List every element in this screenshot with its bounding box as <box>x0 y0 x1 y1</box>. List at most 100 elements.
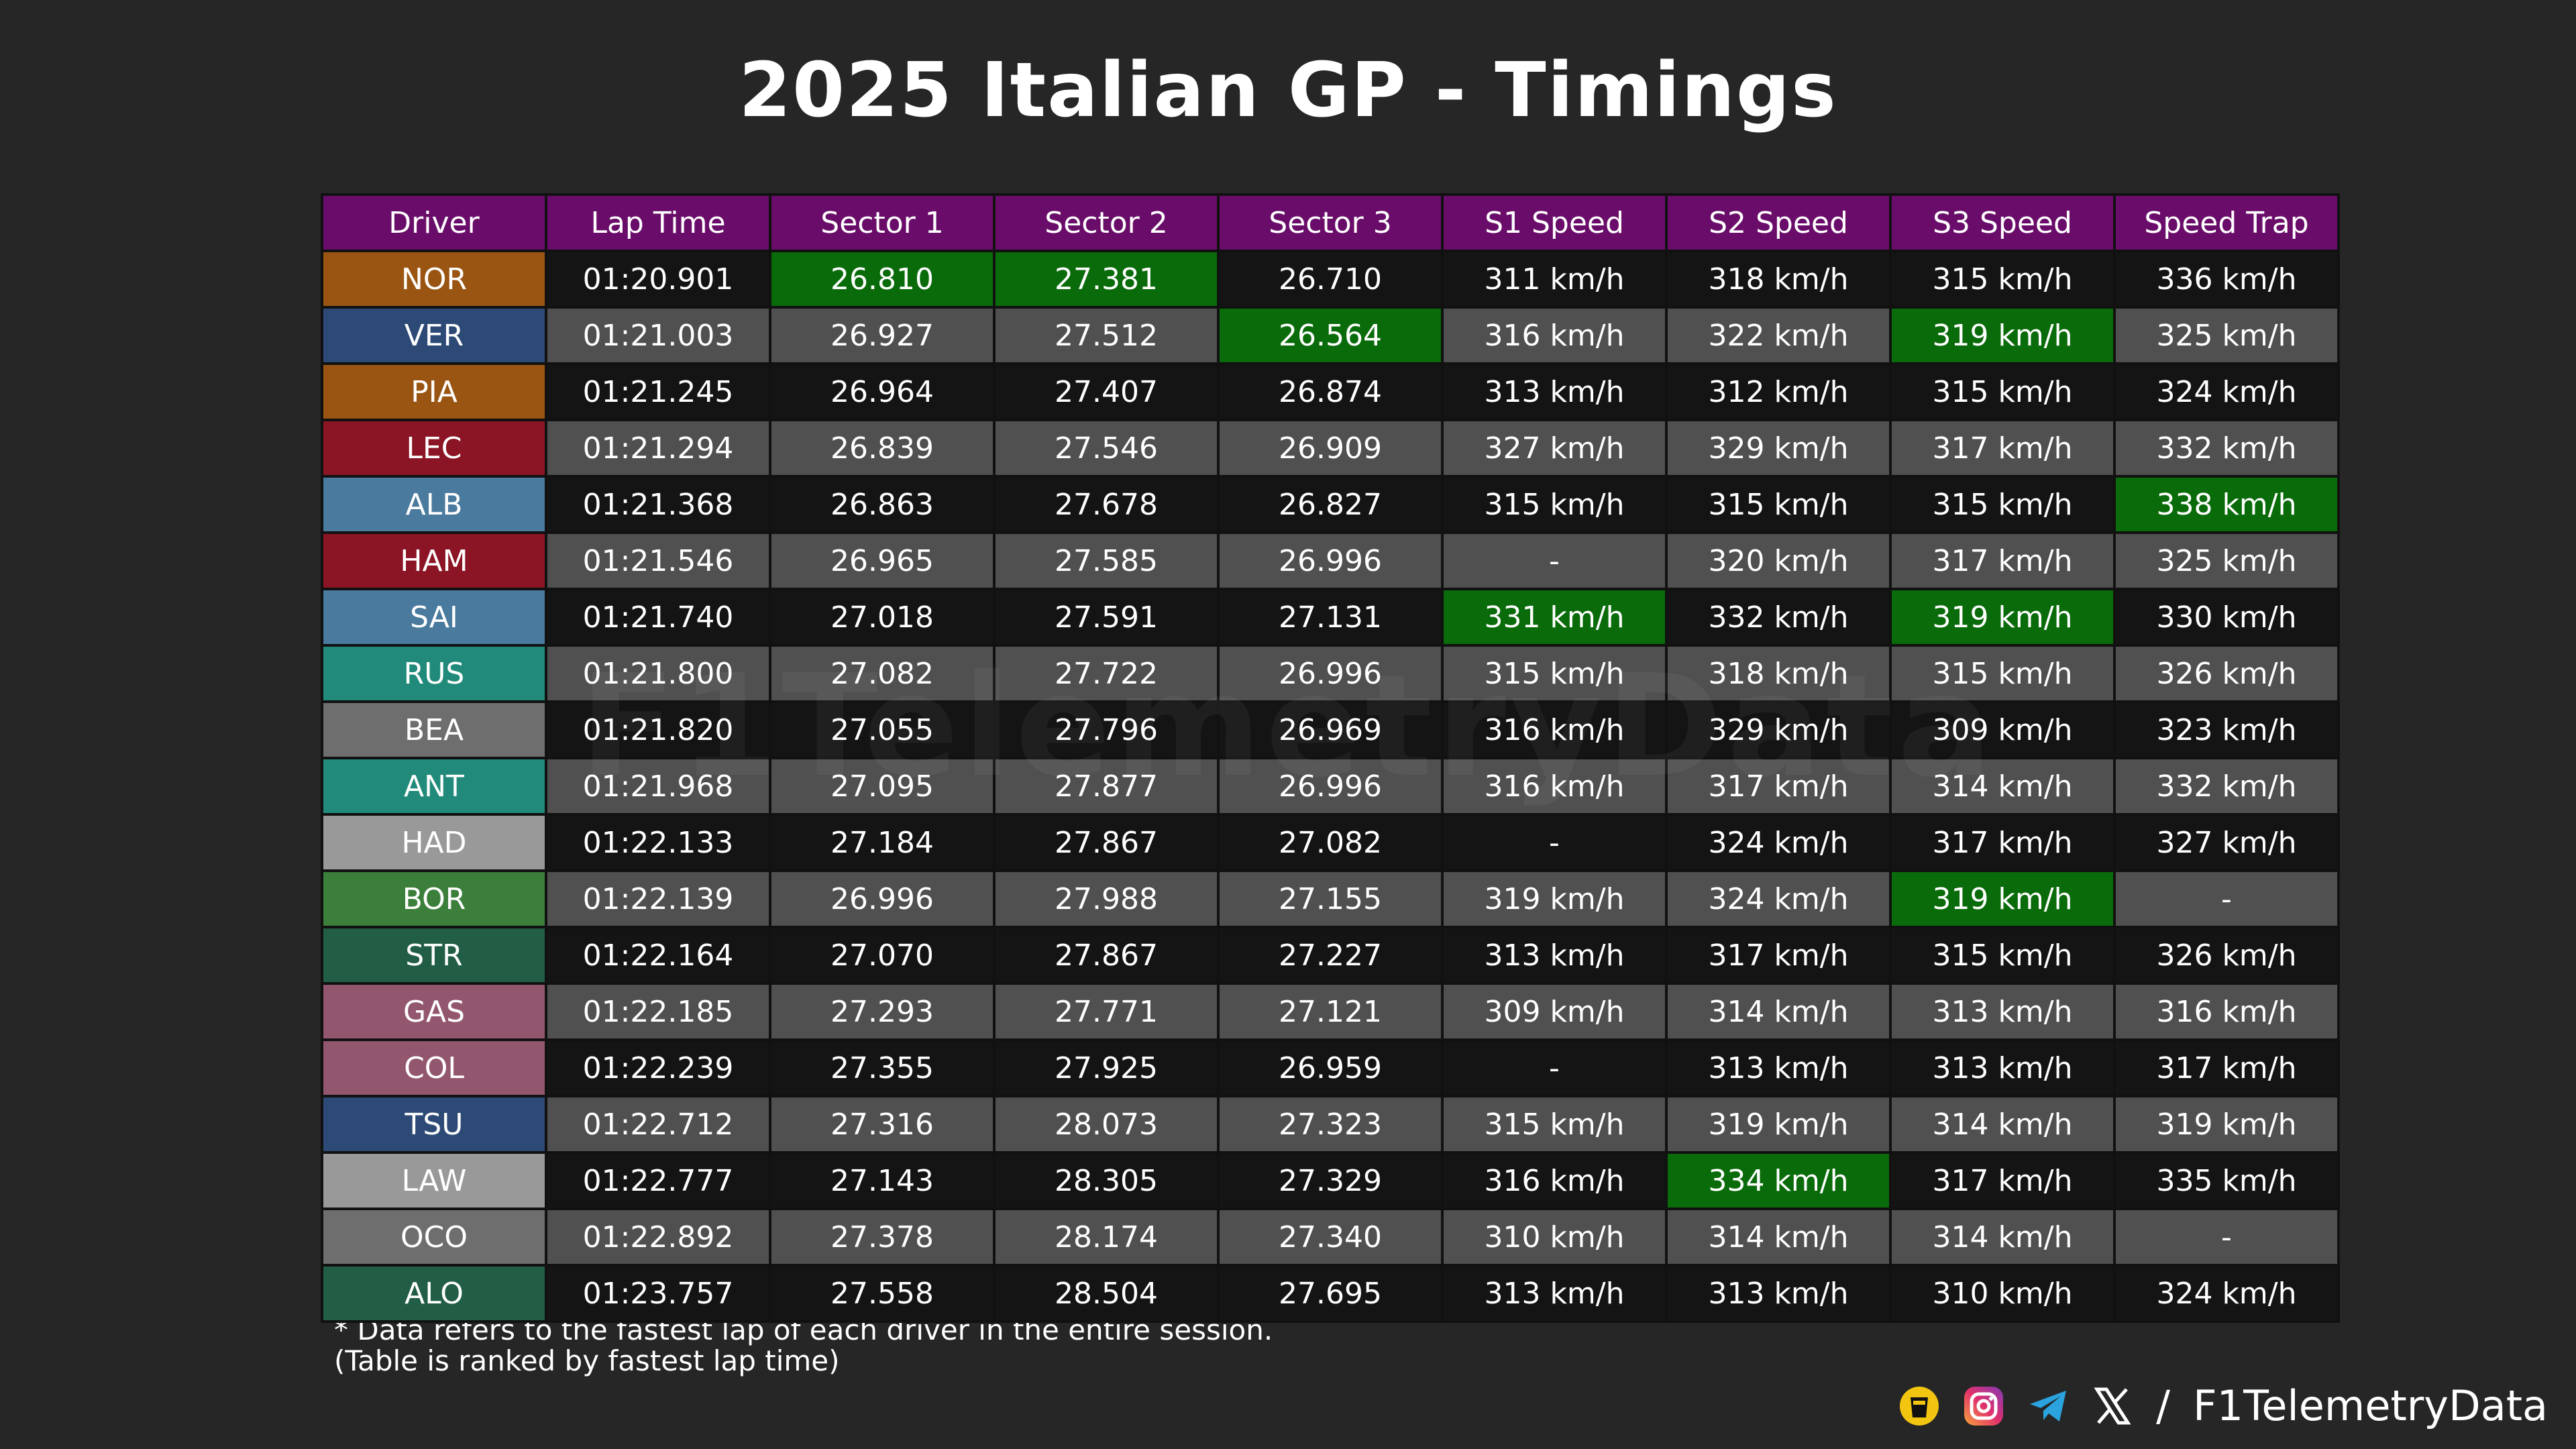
table-cell: 27.329 <box>1217 1151 1444 1210</box>
table-cell: 26.827 <box>1217 475 1444 534</box>
table-cell: 27.055 <box>769 700 996 759</box>
table-cell: 314 km/h <box>1665 982 1892 1041</box>
table-cell: 27.293 <box>769 982 996 1041</box>
table-cell: 01:22.712 <box>545 1095 771 1154</box>
table-row: RUS 01:21.800 27.082 27.722 26.996 315 km/h 31… <box>321 644 2340 703</box>
best-value-cell: 319 km/h <box>1889 306 2116 365</box>
column-header: Driver <box>321 193 547 252</box>
table-cell: 313 km/h <box>1889 1038 2116 1097</box>
table-cell: 26.959 <box>1217 1038 1444 1097</box>
table-cell: 332 km/h <box>1665 588 1892 647</box>
table-cell: 01:22.239 <box>545 1038 771 1097</box>
table-cell: 335 km/h <box>2113 1151 2340 1210</box>
x-icon[interactable] <box>2092 1385 2133 1427</box>
table-cell: 26.964 <box>769 362 996 421</box>
table-row: GAS 01:22.185 27.293 27.771 27.121 309 km/h 31… <box>321 982 2340 1041</box>
table-cell: 315 km/h <box>1889 250 2116 309</box>
table-row: ALB 01:21.368 26.863 27.678 26.827 315 km/h 31… <box>321 475 2340 534</box>
table-row: STR 01:22.164 27.070 27.867 27.227 313 km/h 31… <box>321 926 2340 985</box>
column-header: Sector 3 <box>1217 193 1444 252</box>
table-cell: 26.996 <box>1217 757 1444 816</box>
instagram-icon[interactable] <box>1963 1385 2004 1427</box>
table-cell: 27.695 <box>1217 1264 1444 1323</box>
column-header: S1 Speed <box>1441 193 1668 252</box>
table-cell: 27.407 <box>993 362 1220 421</box>
table-cell: 27.867 <box>993 813 1220 872</box>
table-cell: 315 km/h <box>1665 475 1892 534</box>
footer-social: / F1TelemetryData <box>1898 1381 2548 1430</box>
best-value-cell: 26.810 <box>769 250 996 309</box>
table-cell: 27.355 <box>769 1038 996 1097</box>
driver-cell: RUS <box>321 644 547 703</box>
footnote: * Data refers to the fastest lap of each… <box>334 1315 1273 1377</box>
table-cell: 01:21.800 <box>545 644 771 703</box>
column-header: S2 Speed <box>1665 193 1892 252</box>
table-cell: 315 km/h <box>1889 362 2116 421</box>
table-cell: 310 km/h <box>1889 1264 2116 1323</box>
table-cell: 317 km/h <box>1889 813 2116 872</box>
table-cell: 27.155 <box>1217 869 1444 928</box>
table-cell: 01:22.777 <box>545 1151 771 1210</box>
table-cell: 312 km/h <box>1665 362 1892 421</box>
table-cell: 27.585 <box>993 531 1220 590</box>
table-cell: 315 km/h <box>1441 1095 1668 1154</box>
table-cell: 26.996 <box>1217 531 1444 590</box>
table-cell: 26.710 <box>1217 250 1444 309</box>
table-cell: 316 km/h <box>1441 700 1668 759</box>
driver-cell: BEA <box>321 700 547 759</box>
table-cell: 27.988 <box>993 869 1220 928</box>
best-value-cell: 319 km/h <box>1889 869 2116 928</box>
table-cell: 319 km/h <box>1441 869 1668 928</box>
table-cell: 27.925 <box>993 1038 1220 1097</box>
table-cell: 26.874 <box>1217 362 1444 421</box>
table-cell: 01:22.139 <box>545 869 771 928</box>
footnote-line-2: (Table is ranked by fastest lap time) <box>334 1344 840 1377</box>
table-cell: 316 km/h <box>1441 1151 1668 1210</box>
table-cell: 27.558 <box>769 1264 996 1323</box>
table-cell: 332 km/h <box>2113 757 2340 816</box>
table-cell: 27.143 <box>769 1151 996 1210</box>
timings-table: Driver Lap Time Sector 1 Sector 2 Sector 3 S1… <box>321 193 2340 1323</box>
table-cell: 01:23.757 <box>545 1264 771 1323</box>
table-row: TSU 01:22.712 27.316 28.073 27.323 315 km/h 31… <box>321 1095 2340 1154</box>
table-cell: 324 km/h <box>2113 362 2340 421</box>
table-cell: 320 km/h <box>1665 531 1892 590</box>
driver-cell: LAW <box>321 1151 547 1210</box>
table-header-row: Driver Lap Time Sector 1 Sector 2 Sector 3 S1… <box>321 193 2340 252</box>
table-row: ALO 01:23.757 27.558 28.504 27.695 313 km/h 31… <box>321 1264 2340 1323</box>
table-cell: - <box>1441 531 1668 590</box>
table-cell: 27.323 <box>1217 1095 1444 1154</box>
table-cell: 01:21.294 <box>545 419 771 478</box>
table-cell: 315 km/h <box>1441 644 1668 703</box>
table-row: NOR 01:20.901 26.810 27.381 26.710 311 km/h 31… <box>321 250 2340 309</box>
table-cell: 315 km/h <box>1441 475 1668 534</box>
table-cell: 330 km/h <box>2113 588 2340 647</box>
table-cell: - <box>2113 1208 2340 1267</box>
table-cell: 322 km/h <box>1665 306 1892 365</box>
table-cell: 27.722 <box>993 644 1220 703</box>
driver-cell: STR <box>321 926 547 985</box>
best-value-cell: 331 km/h <box>1441 588 1668 647</box>
table-cell: 313 km/h <box>1441 1264 1668 1323</box>
table-body: NOR 01:20.901 26.810 27.381 26.710 311 km/h 31… <box>321 250 2340 1323</box>
table-cell: 26.909 <box>1217 419 1444 478</box>
table-cell: 317 km/h <box>1889 531 2116 590</box>
table-cell: 27.070 <box>769 926 996 985</box>
table-cell: 27.340 <box>1217 1208 1444 1267</box>
footer-handle[interactable]: F1TelemetryData <box>2192 1381 2548 1430</box>
beer-cup-icon[interactable] <box>1898 1385 1940 1427</box>
table-row: PIA 01:21.245 26.964 27.407 26.874 313 km/h 31… <box>321 362 2340 421</box>
table-cell: 27.546 <box>993 419 1220 478</box>
table-row: ANT 01:21.968 27.095 27.877 26.996 316 km/h 31… <box>321 757 2340 816</box>
driver-cell: TSU <box>321 1095 547 1154</box>
table-cell: 27.591 <box>993 588 1220 647</box>
table-cell: 01:21.003 <box>545 306 771 365</box>
table-cell: 01:22.185 <box>545 982 771 1041</box>
table-cell: 26.996 <box>1217 644 1444 703</box>
table-row: OCO 01:22.892 27.378 28.174 27.340 310 km/h 31… <box>321 1208 2340 1267</box>
table-cell: 27.316 <box>769 1095 996 1154</box>
table-cell: 26.927 <box>769 306 996 365</box>
telegram-icon[interactable] <box>2027 1385 2069 1427</box>
best-value-cell: 338 km/h <box>2113 475 2340 534</box>
table-cell: 329 km/h <box>1665 700 1892 759</box>
